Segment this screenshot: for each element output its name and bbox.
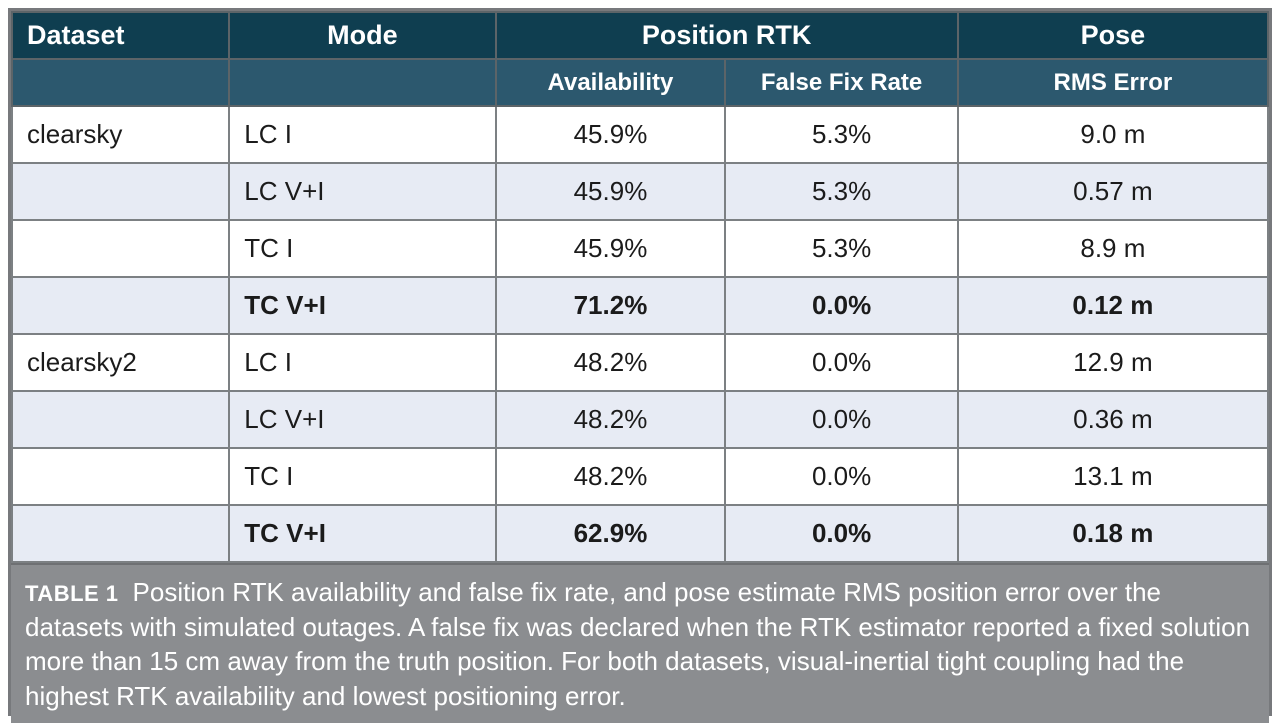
table-row: LC V+I 45.9% 5.3% 0.57 m bbox=[10, 162, 1270, 221]
availability-cell: 45.9% bbox=[494, 105, 727, 164]
false-fix-rate-cell: 0.0% bbox=[724, 447, 959, 506]
results-table: Dataset Mode Position RTK Pose Availabil… bbox=[10, 11, 1270, 563]
false-fix-rate-cell: 5.3% bbox=[724, 162, 959, 221]
table-caption-text: Position RTK availability and false fix … bbox=[25, 577, 1251, 711]
table-header: Dataset Mode Position RTK Pose Availabil… bbox=[10, 11, 1270, 107]
dataset-cell bbox=[10, 504, 231, 563]
dataset-cell bbox=[10, 219, 231, 278]
column-group-header-position-rtk: Position RTK bbox=[494, 11, 959, 60]
column-header-rms-error: RMS Error bbox=[956, 58, 1270, 107]
column-header-dataset: Dataset bbox=[10, 11, 231, 60]
rms-error-cell: 0.57 m bbox=[956, 162, 1270, 221]
table-row: TC I 48.2% 0.0% 13.1 m bbox=[10, 447, 1270, 506]
column-header-false-fix-rate: False Fix Rate bbox=[724, 58, 959, 107]
dataset-cell bbox=[10, 390, 231, 449]
table-caption: TABLE 1 Position RTK availability and fal… bbox=[11, 563, 1269, 724]
table-row-emphasized: TC V+I 71.2% 0.0% 0.12 m bbox=[10, 276, 1270, 335]
mode-cell: TC I bbox=[228, 447, 497, 506]
subheader-mode-spacer bbox=[228, 58, 497, 107]
availability-cell: 62.9% bbox=[494, 504, 727, 563]
mode-cell: LC V+I bbox=[228, 390, 497, 449]
table-body: clearsky LC I 45.9% 5.3% 9.0 m LC V+I 45… bbox=[10, 105, 1270, 563]
header-row-sub: Availability False Fix Rate RMS Error bbox=[10, 58, 1270, 107]
mode-cell: LC V+I bbox=[228, 162, 497, 221]
false-fix-rate-cell: 0.0% bbox=[724, 504, 959, 563]
table-row: clearsky2 LC I 48.2% 0.0% 12.9 m bbox=[10, 333, 1270, 392]
rms-error-cell: 0.18 m bbox=[956, 504, 1270, 563]
column-header-availability: Availability bbox=[494, 58, 727, 107]
availability-cell: 45.9% bbox=[494, 162, 727, 221]
mode-cell: LC I bbox=[228, 105, 497, 164]
dataset-cell: clearsky bbox=[10, 105, 231, 164]
rms-error-cell: 0.12 m bbox=[956, 276, 1270, 335]
dataset-cell bbox=[10, 276, 231, 335]
table-caption-label: TABLE 1 bbox=[25, 581, 119, 606]
subheader-dataset-spacer bbox=[10, 58, 231, 107]
availability-cell: 48.2% bbox=[494, 390, 727, 449]
false-fix-rate-cell: 5.3% bbox=[724, 105, 959, 164]
false-fix-rate-cell: 5.3% bbox=[724, 219, 959, 278]
header-row-top: Dataset Mode Position RTK Pose bbox=[10, 11, 1270, 60]
availability-cell: 48.2% bbox=[494, 333, 727, 392]
false-fix-rate-cell: 0.0% bbox=[724, 390, 959, 449]
rms-error-cell: 12.9 m bbox=[956, 333, 1270, 392]
table-row: TC I 45.9% 5.3% 8.9 m bbox=[10, 219, 1270, 278]
availability-cell: 45.9% bbox=[494, 219, 727, 278]
mode-cell: TC I bbox=[228, 219, 497, 278]
dataset-cell bbox=[10, 162, 231, 221]
rms-error-cell: 9.0 m bbox=[956, 105, 1270, 164]
availability-cell: 48.2% bbox=[494, 447, 727, 506]
rms-error-cell: 13.1 m bbox=[956, 447, 1270, 506]
table-figure: Dataset Mode Position RTK Pose Availabil… bbox=[8, 8, 1272, 724]
table-row: LC V+I 48.2% 0.0% 0.36 m bbox=[10, 390, 1270, 449]
rms-error-cell: 8.9 m bbox=[956, 219, 1270, 278]
mode-cell: TC V+I bbox=[228, 276, 497, 335]
column-group-header-pose: Pose bbox=[956, 11, 1270, 60]
availability-cell: 71.2% bbox=[494, 276, 727, 335]
mode-cell: TC V+I bbox=[228, 504, 497, 563]
table-row: clearsky LC I 45.9% 5.3% 9.0 m bbox=[10, 105, 1270, 164]
mode-cell: LC I bbox=[228, 333, 497, 392]
dataset-cell: clearsky2 bbox=[10, 333, 231, 392]
column-header-mode: Mode bbox=[228, 11, 497, 60]
dataset-cell bbox=[10, 447, 231, 506]
rms-error-cell: 0.36 m bbox=[956, 390, 1270, 449]
false-fix-rate-cell: 0.0% bbox=[724, 333, 959, 392]
false-fix-rate-cell: 0.0% bbox=[724, 276, 959, 335]
table-row-emphasized: TC V+I 62.9% 0.0% 0.18 m bbox=[10, 504, 1270, 563]
